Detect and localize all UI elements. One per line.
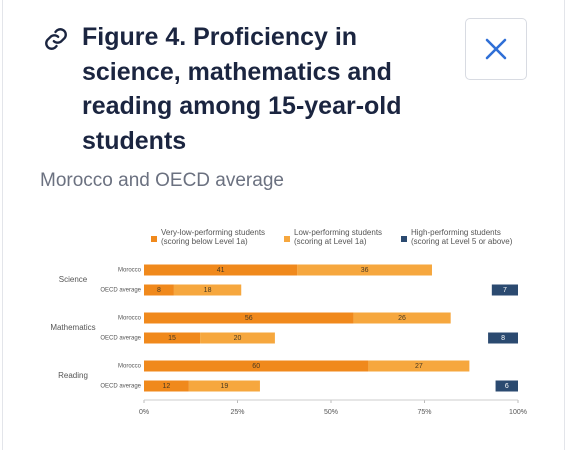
bar-segment <box>188 380 260 392</box>
data-label: 12 <box>163 383 171 390</box>
bar-segment <box>173 284 242 296</box>
category-label: Morocco <box>118 316 142 322</box>
category-label: Morocco <box>118 364 142 370</box>
bar-segment <box>144 312 354 324</box>
close-icon[interactable] <box>466 19 526 79</box>
bar-segment <box>144 332 201 344</box>
category-label: Morocco <box>118 268 142 274</box>
data-label: 8 <box>157 287 161 294</box>
bar-segment <box>495 380 518 392</box>
bar-segment <box>353 312 451 324</box>
bar-segment <box>144 360 369 372</box>
data-label: 27 <box>415 363 423 370</box>
close-button[interactable] <box>465 18 527 80</box>
bar-segment <box>297 264 432 276</box>
category-label: OECD average <box>100 288 141 294</box>
data-label: 56 <box>245 315 253 322</box>
data-label: 41 <box>217 267 225 274</box>
x-tick-label: 75% <box>417 409 431 416</box>
bar-segment <box>144 380 189 392</box>
data-label: 60 <box>252 363 260 370</box>
legend-swatch <box>401 236 407 242</box>
data-label: 36 <box>361 267 369 274</box>
bar-segment <box>491 284 518 296</box>
chart: 0% 25% 50% 75% 100% Science Mathematics Reading… <box>50 264 527 416</box>
legend-swatch <box>284 236 290 242</box>
legend-label: Low-performing students (scoring at Leve… <box>294 228 383 246</box>
bar-segment <box>488 332 518 344</box>
legend-label: Very-low-performing students (scoring be… <box>161 228 266 246</box>
link-icon[interactable] <box>43 26 69 52</box>
bar-segment <box>368 360 470 372</box>
legend-label: High-performing students (scoring at Lev… <box>411 228 513 246</box>
legend-swatch <box>151 236 157 242</box>
data-label: 18 <box>204 287 212 294</box>
group-label: Science <box>59 275 88 284</box>
group-label: Reading <box>58 371 88 380</box>
data-label: 26 <box>398 315 406 322</box>
category-label: OECD average <box>100 336 141 342</box>
group-label: Mathematics <box>50 323 95 332</box>
subtitle: Morocco and OECD average <box>40 170 284 191</box>
bar-segment <box>144 284 174 296</box>
x-tick-label: 0% <box>139 409 149 416</box>
title: Figure 4. Proficiency in science, mathem… <box>82 23 402 155</box>
bar-segment <box>200 332 275 344</box>
bar-segment <box>144 264 298 276</box>
data-label: 7 <box>503 287 507 294</box>
data-label: 19 <box>221 383 229 390</box>
category-label: OECD average <box>100 384 141 390</box>
x-tick-label: 100% <box>509 409 527 416</box>
data-label: 20 <box>234 335 242 342</box>
data-label: 15 <box>168 335 176 342</box>
data-label: 6 <box>505 383 509 390</box>
data-label: 8 <box>501 335 505 342</box>
x-tick-label: 50% <box>324 409 338 416</box>
x-tick-label: 25% <box>230 409 244 416</box>
